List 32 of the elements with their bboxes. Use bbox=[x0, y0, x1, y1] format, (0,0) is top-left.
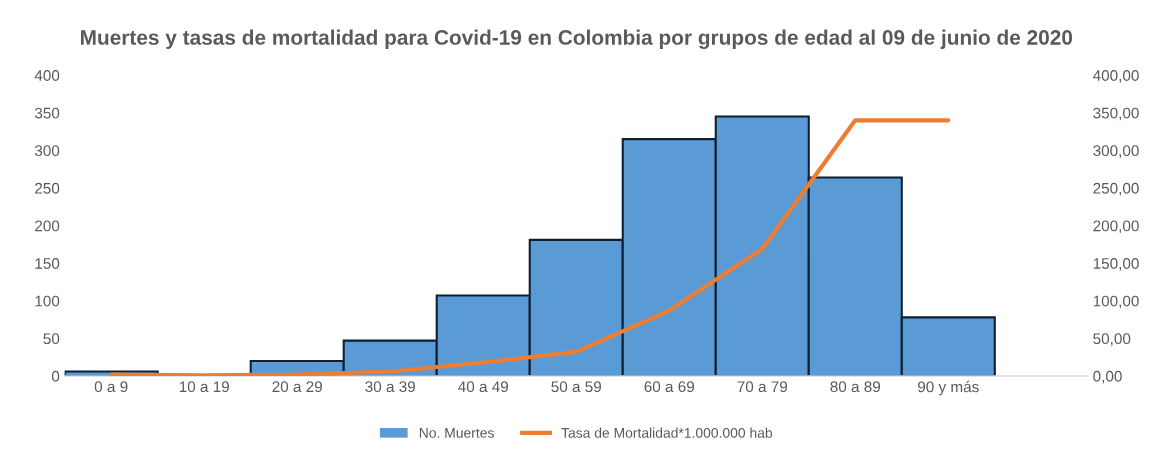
x-tick-label: 80 a 89 bbox=[830, 381, 881, 393]
legend-label: No. Muertes bbox=[419, 428, 494, 438]
x-tick-label: 10 a 19 bbox=[179, 381, 229, 393]
y-tick-label: 50 bbox=[43, 333, 60, 345]
legend-label: Tasa de Mortalidad*1.000.000 hab bbox=[561, 427, 773, 438]
y-tick-label: 250 bbox=[35, 182, 60, 194]
y2-tick-label: 100,00 bbox=[1093, 295, 1139, 309]
y2-tick-label: 0,00 bbox=[1093, 370, 1122, 384]
y-tick-label: 200 bbox=[35, 220, 60, 232]
x-tick-label: 20 a 29 bbox=[272, 381, 322, 393]
chart-title: Muertes y tasas de mortalidad para Covid-19 en Colombia por grupos de edad al 09 de junio de 2020 bbox=[81, 29, 1073, 50]
x-tick-label: 70 a 79 bbox=[737, 381, 788, 393]
y-tick-label: 100 bbox=[35, 295, 60, 307]
y2-tick-label: 250,00 bbox=[1093, 182, 1139, 196]
y-tick-label: 400 bbox=[34, 70, 60, 81]
y2-tick-label: 50,00 bbox=[1093, 333, 1131, 346]
y2-tick-label: 200,00 bbox=[1093, 220, 1139, 234]
y-tick-label: 300 bbox=[34, 145, 60, 157]
x-tick-label: 90 y más bbox=[918, 380, 979, 396]
y2-tick-label: 400,00 bbox=[1093, 70, 1139, 83]
x-tick-label: 40 a 49 bbox=[458, 381, 508, 393]
x-tick-label: 60 a 69 bbox=[644, 381, 695, 393]
y2-tick-label: 300,00 bbox=[1093, 145, 1139, 158]
line-series bbox=[109, 118, 951, 376]
y2-tick-label: 350,00 bbox=[1093, 107, 1139, 121]
x-tick-label: 30 a 39 bbox=[365, 381, 415, 393]
y-tick-label: 0 bbox=[51, 370, 60, 382]
y-tick-label: 150 bbox=[35, 258, 60, 269]
y-tick-label: 350 bbox=[34, 107, 60, 119]
y2-tick-label: 150,00 bbox=[1093, 258, 1139, 271]
x-tick-label: 0 a 9 bbox=[94, 381, 128, 393]
x-tick-label: 50 a 59 bbox=[551, 381, 601, 393]
